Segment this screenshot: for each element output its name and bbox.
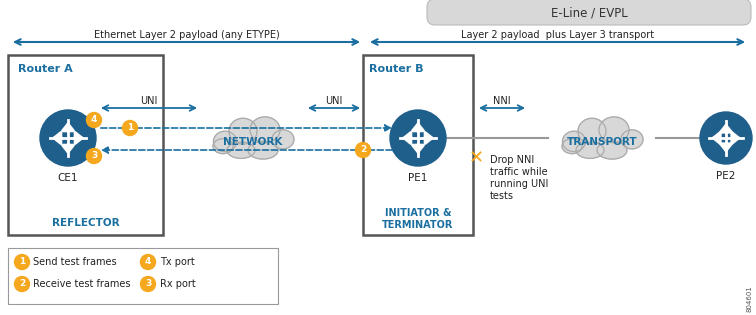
Text: 1: 1	[19, 257, 25, 266]
Circle shape	[122, 121, 138, 135]
Text: 4: 4	[91, 116, 98, 124]
Circle shape	[141, 277, 156, 291]
Circle shape	[700, 112, 752, 164]
Text: tests: tests	[490, 191, 514, 201]
Text: 3: 3	[91, 152, 97, 161]
Text: E-Line / EVPL: E-Line / EVPL	[550, 7, 627, 20]
Text: running UNI: running UNI	[490, 179, 548, 189]
Text: REFLECTOR: REFLECTOR	[51, 218, 119, 228]
Text: 4: 4	[145, 257, 151, 266]
Circle shape	[141, 255, 156, 270]
Ellipse shape	[599, 117, 629, 143]
Circle shape	[86, 148, 101, 163]
Text: Drop NNI: Drop NNI	[490, 155, 534, 165]
Ellipse shape	[272, 130, 294, 149]
Text: NNI: NNI	[493, 96, 511, 106]
Circle shape	[390, 110, 446, 166]
Text: PE2: PE2	[717, 171, 736, 181]
Text: Ethernet Layer 2 payload (any ETYPE): Ethernet Layer 2 payload (any ETYPE)	[94, 30, 280, 40]
Text: TERMINATOR: TERMINATOR	[383, 220, 454, 230]
Text: CE1: CE1	[57, 173, 79, 183]
Text: 1: 1	[127, 123, 133, 133]
Text: 2: 2	[19, 279, 25, 289]
FancyBboxPatch shape	[8, 55, 163, 235]
Ellipse shape	[576, 142, 604, 158]
Ellipse shape	[621, 130, 643, 149]
Ellipse shape	[229, 118, 257, 144]
Text: UNI: UNI	[141, 96, 158, 106]
Text: NETWORK: NETWORK	[223, 137, 283, 147]
Ellipse shape	[597, 141, 627, 159]
Circle shape	[14, 277, 29, 291]
Circle shape	[86, 112, 101, 128]
FancyBboxPatch shape	[363, 55, 473, 235]
Ellipse shape	[562, 131, 585, 152]
Ellipse shape	[227, 142, 255, 158]
Ellipse shape	[248, 141, 278, 159]
Text: traffic while: traffic while	[490, 167, 547, 177]
Text: Receive test frames: Receive test frames	[33, 279, 131, 289]
Text: TRANSPORT: TRANSPORT	[567, 137, 637, 147]
Ellipse shape	[213, 131, 237, 152]
Text: ✕: ✕	[469, 149, 484, 167]
Text: Router A: Router A	[18, 64, 73, 74]
FancyBboxPatch shape	[8, 248, 278, 304]
Text: UNI: UNI	[325, 96, 342, 106]
Ellipse shape	[250, 117, 280, 143]
Circle shape	[40, 110, 96, 166]
Circle shape	[14, 255, 29, 270]
Text: Router B: Router B	[369, 64, 423, 74]
Text: PE1: PE1	[408, 173, 428, 183]
Ellipse shape	[578, 118, 606, 144]
Text: 3: 3	[145, 279, 151, 289]
Text: Rx port: Rx port	[160, 279, 196, 289]
Text: INITIATOR &: INITIATOR &	[385, 208, 451, 218]
Text: Tx port: Tx port	[160, 257, 195, 267]
Text: 804601: 804601	[746, 285, 752, 312]
Text: Send test frames: Send test frames	[33, 257, 116, 267]
Ellipse shape	[213, 139, 233, 154]
Text: Layer 2 payload  plus Layer 3 transport: Layer 2 payload plus Layer 3 transport	[461, 30, 654, 40]
Text: 2: 2	[360, 146, 366, 154]
Circle shape	[355, 142, 370, 158]
Ellipse shape	[562, 139, 582, 154]
FancyBboxPatch shape	[427, 0, 751, 25]
